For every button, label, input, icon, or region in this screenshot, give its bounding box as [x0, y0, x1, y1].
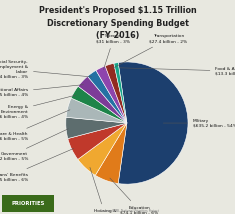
Wedge shape — [66, 117, 127, 139]
Wedge shape — [68, 123, 127, 159]
Wedge shape — [114, 62, 127, 123]
Text: Social Security,
Unemployment &
Labor
$31.4 billion - 3%: Social Security, Unemployment & Labor $3… — [0, 60, 92, 78]
Text: Education
$74.1 billion - 6%: Education $74.1 billion - 6% — [110, 178, 158, 214]
Wedge shape — [95, 123, 127, 184]
Wedge shape — [78, 123, 127, 175]
Wedge shape — [105, 63, 127, 123]
Wedge shape — [96, 66, 127, 123]
Wedge shape — [118, 62, 188, 184]
Wedge shape — [78, 76, 127, 123]
Text: Transportation
$27.4 billion - 2%: Transportation $27.4 billion - 2% — [113, 34, 188, 68]
Text: Food & Agriculture
$13.3 billion - 1%: Food & Agriculture $13.3 billion - 1% — [120, 67, 235, 75]
Text: Military
$635.2 billion - 54%: Military $635.2 billion - 54% — [163, 119, 235, 127]
Text: Science
$31 billion - 3%: Science $31 billion - 3% — [96, 34, 130, 70]
Text: Veterans' Benefits
$70.5 billion - 6%: Veterans' Benefits $70.5 billion - 6% — [0, 149, 74, 181]
Text: Source: OMB, National Priorities Project: Source: OMB, National Priorities Project — [100, 209, 159, 213]
Text: Housing &
Community
$72.2 billion - 6%: Housing & Community $72.2 billion - 6% — [86, 167, 125, 214]
Text: Government
$65.2 billion - 5%: Government $65.2 billion - 5% — [0, 129, 68, 161]
Text: International Affairs
$41.5 billion - 4%: International Affairs $41.5 billion - 4% — [0, 85, 83, 97]
Wedge shape — [87, 70, 127, 123]
Text: Medicare & Health
$60.6 billion - 5%: Medicare & Health $60.6 billion - 5% — [0, 110, 70, 141]
Wedge shape — [66, 98, 127, 123]
Text: Energy &
Environment
$41.6 billion - 4%: Energy & Environment $41.6 billion - 4% — [0, 95, 76, 119]
Wedge shape — [71, 86, 127, 123]
Text: PRIORITIES: PRIORITIES — [12, 201, 45, 206]
Text: President's Proposed $1.15 Trillion
Discretionary Spending Budget
(FY 2016): President's Proposed $1.15 Trillion Disc… — [39, 6, 196, 40]
